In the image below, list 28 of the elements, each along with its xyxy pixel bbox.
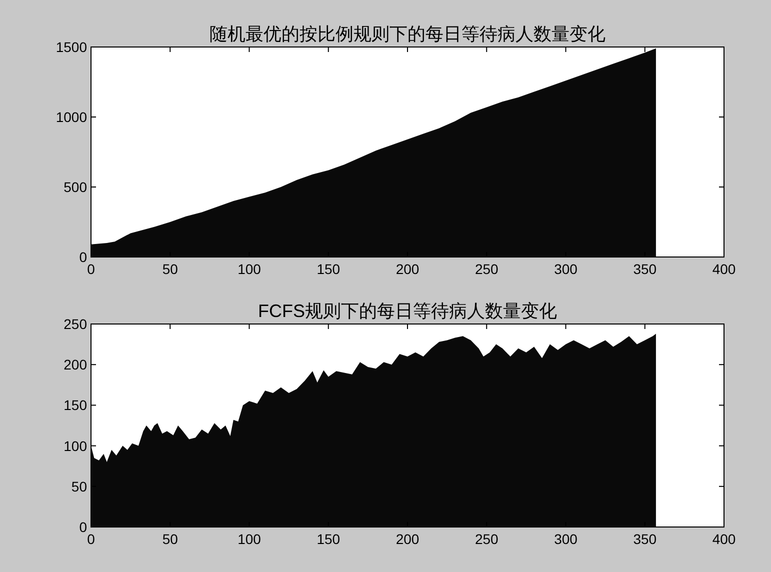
- x-tick-label: 150: [316, 531, 340, 547]
- x-tick-label: 200: [396, 261, 420, 277]
- x-tick-label: 50: [162, 261, 178, 277]
- y-tick-label: 250: [64, 316, 88, 332]
- chart-title: FCFS规则下的每日等待病人数量变化: [258, 301, 557, 321]
- x-tick-label: 200: [396, 531, 420, 547]
- y-tick-label: 150: [64, 397, 88, 414]
- y-tick-label: 0: [79, 249, 88, 265]
- y-tick-label: 500: [64, 179, 88, 195]
- y-tick-label: 0: [79, 519, 88, 535]
- x-tick-label: 250: [474, 261, 499, 277]
- x-tick-label: 150: [316, 261, 340, 277]
- x-tick-label: 300: [554, 261, 578, 277]
- chart-title: 随机最优的按比例规则下的每日等待病人数量变化: [210, 24, 606, 44]
- x-tick-label: 400: [712, 261, 736, 277]
- y-tick-label: 50: [71, 478, 88, 494]
- x-tick-label: 50: [162, 531, 178, 547]
- x-tick-label: 350: [633, 531, 657, 547]
- y-tick-label: 100: [64, 438, 88, 454]
- y-tick-label: 1000: [56, 109, 88, 125]
- x-tick-label: 100: [238, 531, 262, 547]
- x-tick-label: 250: [474, 531, 499, 547]
- y-tick-label: 1500: [56, 39, 88, 55]
- x-tick-label: 400: [712, 531, 736, 547]
- x-tick-label: 300: [554, 531, 578, 547]
- x-tick-label: 100: [238, 261, 262, 277]
- x-tick-label: 350: [633, 261, 657, 277]
- y-tick-label: 200: [64, 356, 88, 373]
